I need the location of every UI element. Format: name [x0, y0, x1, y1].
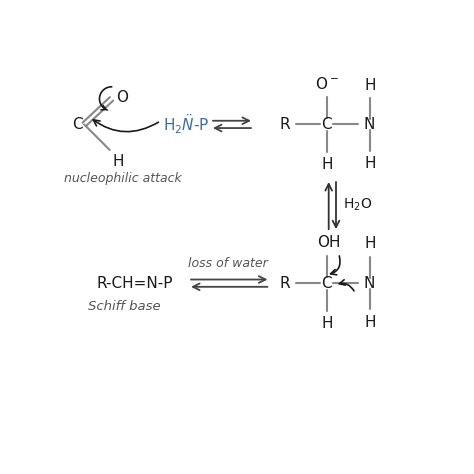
Text: loss of water: loss of water: [189, 257, 268, 270]
Text: H: H: [112, 155, 124, 169]
Text: N: N: [364, 276, 375, 291]
Text: H$_2\ddot{N}$-P: H$_2\ddot{N}$-P: [163, 113, 209, 136]
Text: H: H: [364, 78, 376, 92]
Text: R: R: [280, 276, 291, 291]
Text: H: H: [321, 157, 333, 172]
Text: R-CH=N-P: R-CH=N-P: [97, 276, 173, 291]
Text: H: H: [364, 156, 376, 171]
Text: O$^-$: O$^-$: [315, 75, 339, 91]
Text: O: O: [116, 90, 128, 105]
Text: OH: OH: [317, 235, 340, 250]
Text: Schiff base: Schiff base: [88, 300, 161, 312]
Text: H: H: [364, 237, 376, 251]
Text: C: C: [321, 276, 332, 291]
Text: H: H: [364, 315, 376, 330]
Text: H$_2$O: H$_2$O: [343, 197, 373, 213]
Text: C: C: [72, 117, 82, 132]
Text: H: H: [321, 316, 333, 331]
Text: N: N: [364, 117, 375, 132]
Text: R: R: [280, 117, 291, 132]
Text: nucleophilic attack: nucleophilic attack: [64, 172, 182, 185]
Text: C: C: [321, 117, 332, 132]
